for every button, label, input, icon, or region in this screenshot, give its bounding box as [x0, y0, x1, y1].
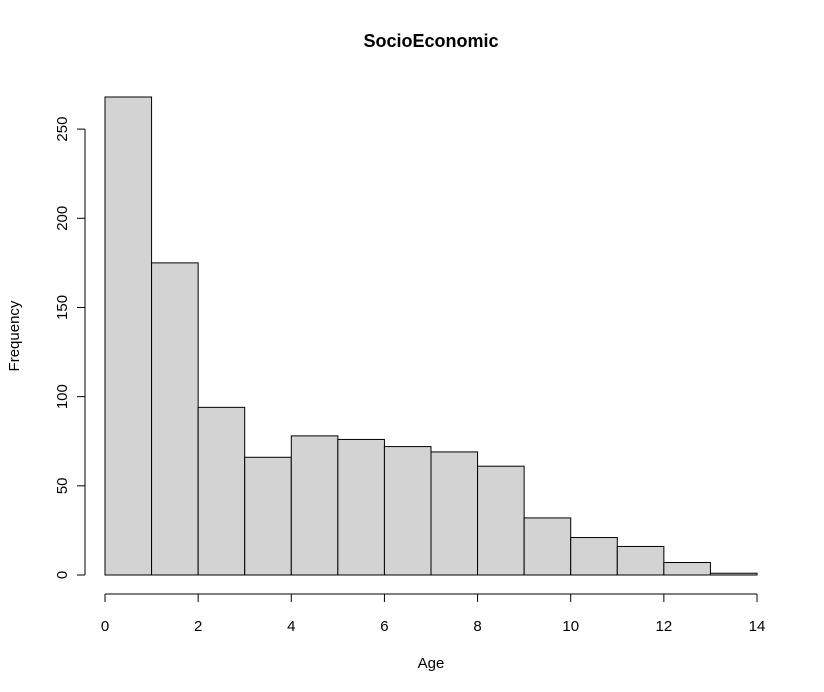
histogram-bar [197, 406, 246, 576]
x-tick-label: 12 [656, 618, 673, 635]
chart-title: SocioEconomic [363, 31, 498, 51]
histogram-bar [663, 562, 711, 576]
x-ticks: 0 2 4 6 8 10 12 14 [101, 594, 766, 635]
bars-layer [104, 96, 758, 576]
histogram-bar [477, 465, 525, 576]
histogram-bar [244, 456, 292, 576]
y-axis: 0 50 100 150 200 250 [54, 117, 86, 579]
y-ticks: 0 50 100 150 200 250 [54, 117, 85, 579]
y-tick-label: 150 [54, 295, 71, 320]
histogram-bar [523, 517, 572, 576]
x-tick-label: 0 [101, 618, 109, 635]
histogram-bar [104, 96, 153, 576]
histogram-bar [290, 435, 339, 576]
y-tick-label: 50 [54, 477, 71, 494]
x-tick-label: 8 [473, 618, 481, 635]
histogram-bar [430, 451, 479, 576]
x-tick-label: 2 [194, 618, 202, 635]
x-tick-label: 10 [562, 618, 579, 635]
y-tick-label: 0 [54, 571, 71, 579]
histogram-bar [616, 545, 665, 576]
y-tick-label: 200 [54, 206, 71, 231]
histogram-bar [337, 438, 385, 576]
y-axis-title: Frequency [6, 300, 23, 371]
x-axis-title: Age [418, 655, 445, 672]
x-tick-label: 6 [380, 618, 388, 635]
histogram-bar [383, 446, 432, 576]
x-axis: 0 2 4 6 8 10 12 14 [101, 593, 766, 635]
histogram-bar [151, 262, 199, 576]
y-tick-label: 250 [54, 117, 71, 142]
histogram-bar [709, 572, 758, 576]
x-tick-label: 4 [287, 618, 295, 635]
y-tick-label: 100 [54, 384, 71, 409]
histogram-bar [570, 537, 618, 576]
x-tick-label: 14 [749, 618, 766, 635]
